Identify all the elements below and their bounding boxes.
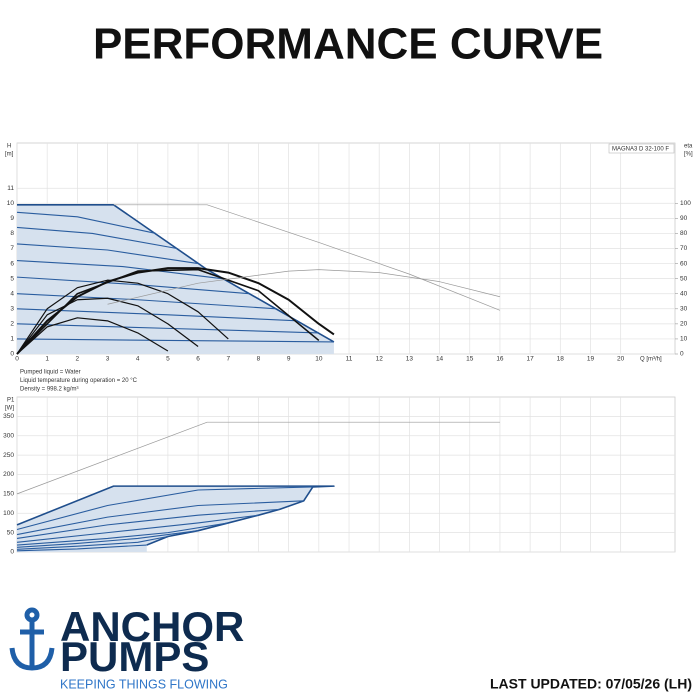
y-tick-label: 2 xyxy=(10,321,14,328)
curve xyxy=(16,243,199,265)
curve xyxy=(16,226,178,250)
y-tick-label: 250 xyxy=(3,452,14,459)
curve xyxy=(16,514,259,543)
y-tick-label: 4 xyxy=(10,290,14,297)
curve xyxy=(16,323,319,334)
anchor-logo xyxy=(9,607,55,671)
y2-tick-label: 100 xyxy=(680,200,691,207)
curve xyxy=(16,297,199,355)
x-tick-label: 16 xyxy=(496,356,504,363)
curve xyxy=(16,211,156,234)
curve xyxy=(16,260,223,280)
y-tick-label: 300 xyxy=(3,432,14,439)
x-tick-label: 1 xyxy=(45,356,49,363)
x-tick-label: 5 xyxy=(166,356,170,363)
y-tick-label: 10 xyxy=(7,200,15,207)
x-tick-label: 6 xyxy=(196,356,200,363)
x-tick-label: 17 xyxy=(527,356,535,363)
y-tick-label: 350 xyxy=(3,413,14,420)
curve xyxy=(16,268,320,355)
curve xyxy=(16,508,280,539)
x-tick-label: 12 xyxy=(376,356,384,363)
x-tick-label: 8 xyxy=(257,356,261,363)
x-tick-label: 14 xyxy=(436,356,444,363)
y-tick-label: 1 xyxy=(10,336,14,343)
curve xyxy=(16,279,229,355)
x-tick-label: 15 xyxy=(466,356,474,363)
y-tick-label: 5 xyxy=(10,275,14,282)
x-tick-label: 18 xyxy=(557,356,565,363)
page-title: PERFORMANCE CURVE xyxy=(93,20,603,69)
y-tick-label: 200 xyxy=(3,471,14,478)
y2-tick-label: 80 xyxy=(680,230,688,237)
x-tick-label: 20 xyxy=(617,356,625,363)
curve xyxy=(16,421,500,495)
chart-note: Density = 998.2 kg/m³ xyxy=(20,387,79,393)
x-tick-label: 3 xyxy=(106,356,110,363)
x-tick-label: 11 xyxy=(346,356,353,363)
curve xyxy=(16,317,169,355)
y-axis-label: P1 xyxy=(7,398,15,404)
y-tick-label: 11 xyxy=(7,185,14,192)
y2-tick-label: 20 xyxy=(680,321,688,328)
last-updated: LAST UPDATED: 07/05/26 (LH) xyxy=(490,676,692,692)
y2-axis-unit: [%] xyxy=(684,152,693,158)
brand-name: PUMPS xyxy=(60,633,209,680)
y2-tick-label: 10 xyxy=(680,336,688,343)
curve xyxy=(16,267,335,355)
curve xyxy=(17,203,335,343)
y-axis-label: H xyxy=(7,144,11,150)
brand-name: ANCHOR xyxy=(60,603,244,650)
y-tick-label: 8 xyxy=(10,230,14,237)
curve xyxy=(16,544,147,552)
chart-note: Liquid temperature during operation = 20… xyxy=(20,378,138,384)
curve xyxy=(107,269,501,305)
x-tick-label: 2 xyxy=(76,356,80,363)
curve xyxy=(16,308,298,322)
y2-tick-label: 70 xyxy=(680,245,688,252)
x-tick-label: 10 xyxy=(315,356,323,363)
curve xyxy=(16,535,169,550)
y-tick-label: 0 xyxy=(10,549,14,556)
x-tick-label: 13 xyxy=(406,356,414,363)
curve xyxy=(16,500,304,536)
y-tick-label: 9 xyxy=(10,215,14,222)
curve xyxy=(16,338,334,343)
curve xyxy=(113,204,501,311)
x-tick-label: 0 xyxy=(15,356,19,363)
y2-tick-label: 50 xyxy=(680,275,688,282)
y-tick-label: 7 xyxy=(10,245,14,252)
y2-tick-label: 0 xyxy=(680,351,684,358)
chart-note: Pumped liquid = Water xyxy=(20,370,81,376)
curve xyxy=(16,293,277,310)
curve xyxy=(16,530,199,548)
model-name: MAGNA3 D 32-100 F xyxy=(612,147,669,153)
curve xyxy=(16,522,229,546)
y-tick-label: 6 xyxy=(10,260,14,267)
y2-tick-label: 40 xyxy=(680,290,688,297)
y-tick-label: 50 xyxy=(7,529,15,536)
y2-tick-label: 60 xyxy=(680,260,688,267)
y2-axis-label: eta xyxy=(684,144,693,150)
y-tick-label: 150 xyxy=(3,491,14,498)
x-tick-label: 9 xyxy=(287,356,291,363)
x-tick-label: 19 xyxy=(587,356,595,363)
y-tick-label: 3 xyxy=(10,306,14,313)
x-tick-label: 7 xyxy=(226,356,230,363)
y2-tick-label: 30 xyxy=(680,306,688,313)
x-tick-label: 4 xyxy=(136,356,140,363)
curve xyxy=(16,276,250,295)
y-axis-unit: [m] xyxy=(5,152,14,158)
envelope-area xyxy=(17,204,334,354)
y2-tick-label: 90 xyxy=(680,215,688,222)
model-box xyxy=(608,143,675,154)
y-tick-label: 0 xyxy=(10,351,14,358)
x-axis-label: Q [m³/h] xyxy=(640,357,662,363)
curve xyxy=(16,486,313,531)
y-tick-label: 100 xyxy=(3,510,14,517)
y-axis-unit: [W] xyxy=(5,406,14,412)
brand-tagline: KEEPING THINGS FLOWING xyxy=(60,677,228,691)
